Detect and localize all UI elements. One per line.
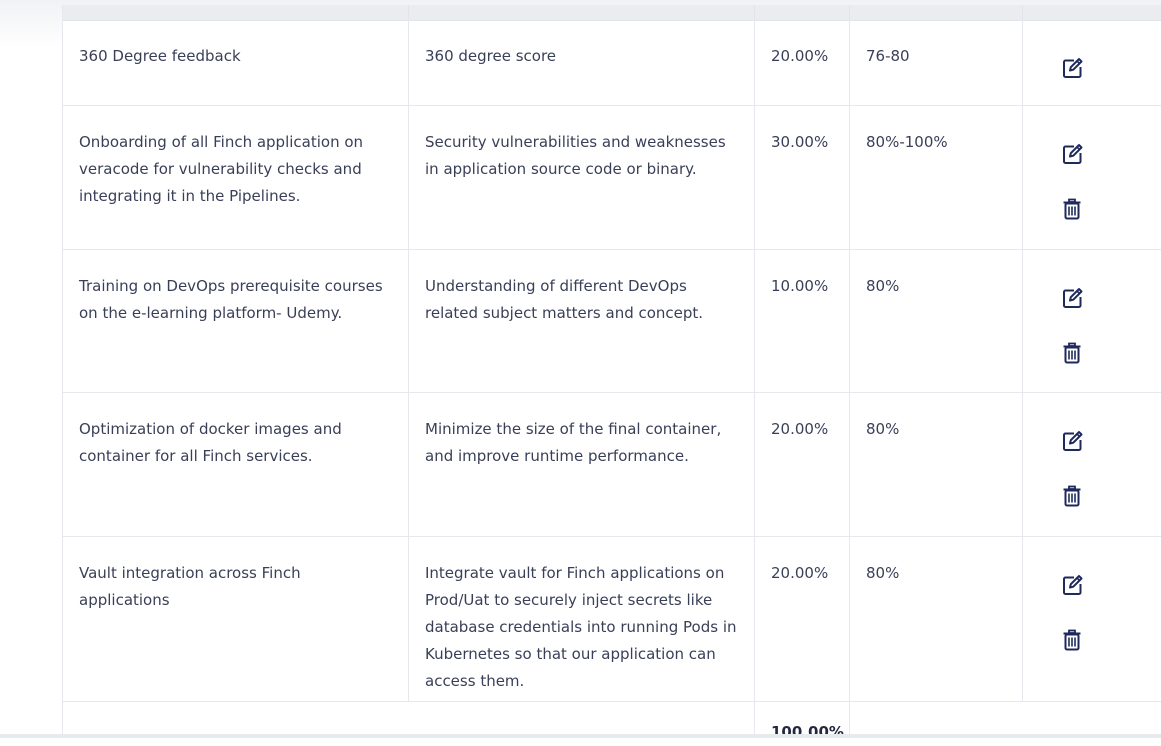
trash-icon[interactable] [1060, 628, 1084, 652]
objective-cell: Training on DevOps prerequisite courses … [79, 277, 383, 322]
actions-cell [1022, 106, 1161, 249]
weight-cell: 10.00% [754, 250, 849, 392]
table-row: Vault integration across Finch applicati… [63, 537, 1161, 702]
header-divider [849, 5, 850, 20]
weight-cell: 20.00% [754, 393, 849, 536]
objectives-table: 360 Degree feedback 360 degree score 20.… [62, 5, 1161, 741]
table-row: Optimization of docker images and contai… [63, 393, 1161, 537]
objective-cell: Vault integration across Finch applicati… [79, 564, 301, 609]
target-cell: 80% [849, 393, 1022, 536]
actions-cell [1022, 20, 1161, 105]
trash-icon[interactable] [1060, 197, 1084, 221]
weight-cell: 30.00% [754, 106, 849, 249]
actions-cell [1022, 250, 1161, 392]
total-weight: 100.00% [771, 723, 844, 741]
edit-icon[interactable] [1060, 573, 1084, 597]
bottom-border [0, 734, 1161, 738]
edit-icon[interactable] [1060, 142, 1084, 166]
actions-cell [1022, 537, 1161, 701]
weight-cell: 20.00% [754, 537, 849, 701]
measure-cell: Integrate vault for Finch applications o… [408, 537, 754, 701]
objective-cell: Onboarding of all Finch application on v… [79, 133, 364, 205]
total-label-cell [63, 702, 754, 738]
header-divider [754, 5, 755, 20]
edit-icon[interactable] [1060, 56, 1084, 80]
measure-cell: Security vulnerabilities and weaknesses … [408, 106, 754, 249]
header-divider [408, 5, 409, 20]
total-row: 100.00% [63, 702, 1161, 741]
actions-cell [1022, 393, 1161, 536]
trash-icon[interactable] [1060, 484, 1084, 508]
table-row: Onboarding of all Finch application on v… [63, 106, 1161, 250]
target-cell: 80% [849, 250, 1022, 392]
target-cell: 76-80 [849, 20, 1022, 105]
measure-cell: Minimize the size of the final container… [408, 393, 754, 536]
total-weight-cell: 100.00% [754, 702, 849, 741]
measure-cell: 360 degree score [408, 20, 754, 105]
target-cell: 80% [849, 537, 1022, 701]
objective-cell: Optimization of docker images and contai… [79, 420, 342, 465]
header-divider [1022, 5, 1023, 20]
weight-cell: 20.00% [754, 20, 849, 105]
trash-icon[interactable] [1060, 341, 1084, 365]
table-row: Training on DevOps prerequisite courses … [63, 250, 1161, 393]
edit-icon[interactable] [1060, 429, 1084, 453]
total-empty-cell [849, 702, 1161, 738]
edit-icon[interactable] [1060, 286, 1084, 310]
measure-cell: Understanding of different DevOps relate… [408, 250, 754, 392]
table-row: 360 Degree feedback 360 degree score 20.… [63, 20, 1161, 106]
target-cell: 80%-100% [849, 106, 1022, 249]
objective-cell: 360 Degree feedback [79, 47, 241, 65]
table-header [63, 5, 1161, 21]
